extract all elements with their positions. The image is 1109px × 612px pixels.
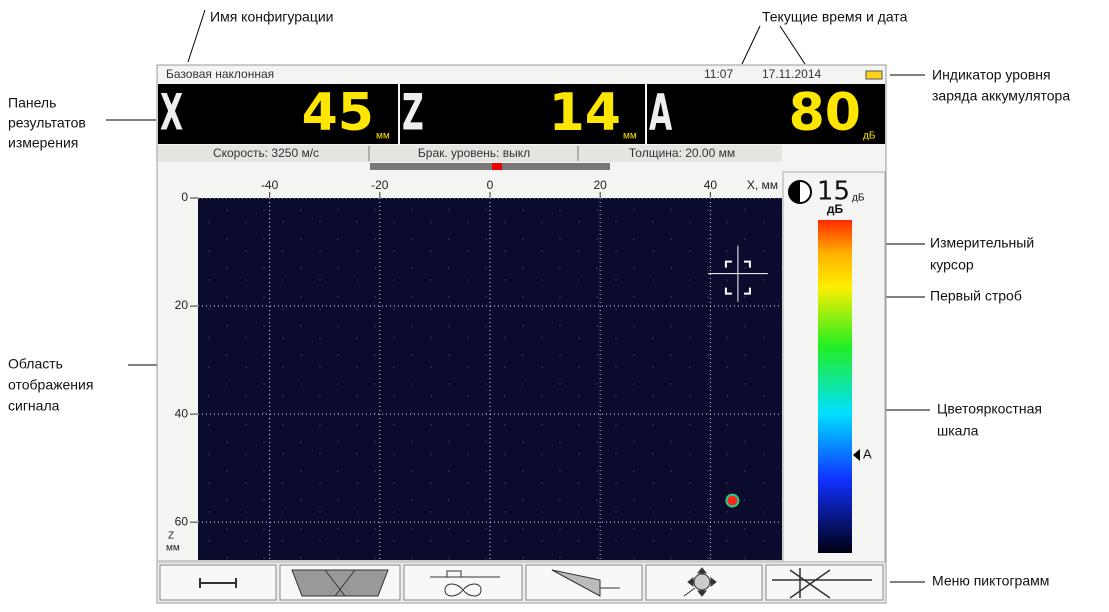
menu-button[interactable] <box>403 564 523 601</box>
icon <box>772 568 872 599</box>
measurement-value: 80 <box>789 83 861 143</box>
icon <box>551 569 620 597</box>
status-level: Брак. уровень: выкл <box>418 146 530 160</box>
measurement-letter: Z <box>402 83 424 141</box>
gain-value: 15 <box>817 177 850 207</box>
y-tick-label: 60 <box>175 514 189 528</box>
icon-menu <box>158 563 885 602</box>
z-axis-unit: мм <box>166 543 180 554</box>
x-tick-label: -20 <box>371 178 389 192</box>
scale-marker <box>853 449 860 461</box>
menu-button[interactable] <box>159 564 277 601</box>
x-tick-label: -40 <box>261 178 279 192</box>
icon <box>683 567 717 597</box>
gain-unit: дБ <box>852 193 865 204</box>
color-scale <box>818 220 852 553</box>
signal-point <box>725 493 740 508</box>
icon <box>693 573 711 591</box>
icon <box>324 569 356 597</box>
measurement-box <box>647 84 885 144</box>
status-thickness: Толщина: 20.00 мм <box>629 146 735 160</box>
annotation: результатов <box>8 115 86 131</box>
annotation: Имя конфигурации <box>210 9 333 25</box>
config-name: Базовая наклонная <box>166 67 274 81</box>
measurement-unit: мм <box>623 131 637 142</box>
measurement-panel: X 45 мм Z 14 мм A 80 дБ <box>158 83 885 144</box>
annotation: шкала <box>937 423 979 439</box>
y-tick-label: 40 <box>175 406 189 420</box>
cursor <box>707 245 768 302</box>
x-tick-label: 20 <box>594 178 608 192</box>
separator <box>158 560 782 563</box>
leader <box>187 9 206 63</box>
measurement-unit: дБ <box>863 131 876 142</box>
annotation: заряда аккумулятора <box>932 88 1070 104</box>
annotation: Цветояркостная <box>937 401 1042 417</box>
time: 11:07 <box>704 67 733 81</box>
measurement-letter: X <box>160 83 183 141</box>
status-bar <box>158 145 782 162</box>
measurement-value: 14 <box>549 83 621 143</box>
y-tick-label: 20 <box>175 298 189 312</box>
gate-strip <box>370 163 610 170</box>
icon <box>430 570 500 597</box>
annotation: Текущие время и дата <box>762 9 908 25</box>
y-tick-label: 0 <box>181 190 188 204</box>
icon <box>291 569 389 597</box>
annotation: Панель <box>8 95 56 111</box>
date: 17.11.2014 <box>762 67 821 81</box>
measurement-value: 45 <box>302 83 374 143</box>
measurement-box <box>400 84 645 144</box>
z-axis-label: Z <box>168 531 174 542</box>
annotation: курсор <box>930 257 974 273</box>
scale-unit: дБ <box>827 202 844 216</box>
contrast-icon <box>789 181 800 203</box>
annotation: отображения <box>8 377 93 393</box>
status-speed: Скорость: 3250 м/с <box>213 146 319 160</box>
measurement-letter: A <box>649 83 672 141</box>
annotation: сигнала <box>8 398 60 414</box>
strip-marker <box>492 163 502 170</box>
x-tick-label: 0 <box>487 178 494 192</box>
gate <box>724 260 751 295</box>
annotation: измерения <box>8 135 78 151</box>
annotation: Область <box>8 356 63 372</box>
annotation: Индикатор уровня <box>932 67 1051 83</box>
battery-icon <box>865 70 883 80</box>
x-axis-label: X, мм <box>747 178 778 192</box>
measurement-box <box>158 84 398 144</box>
annotation: Первый строб <box>930 288 1022 304</box>
leader <box>779 25 806 65</box>
annotation: Меню пиктограмм <box>932 573 1049 589</box>
scale-marker-label: A <box>863 446 872 461</box>
measurement-unit: мм <box>376 131 390 142</box>
leader <box>741 25 761 65</box>
x-tick-label: 40 <box>704 178 718 192</box>
annotation: Измерительный <box>930 235 1034 251</box>
